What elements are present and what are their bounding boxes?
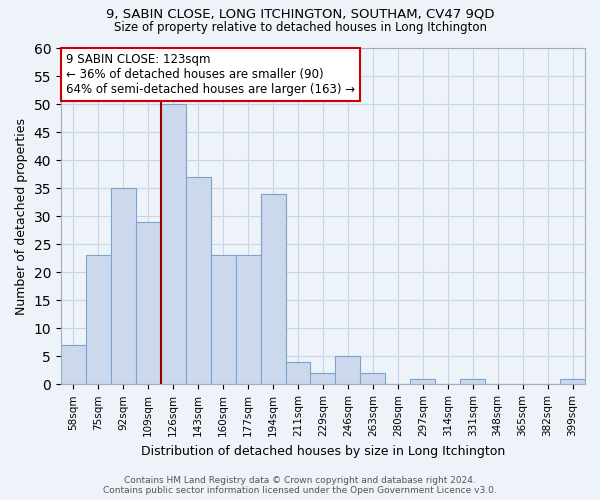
Bar (286, 362, 310, 384)
Bar (185, 177, 211, 384)
Text: 9 SABIN CLOSE: 123sqm
← 36% of detached houses are smaller (90)
64% of semi-deta: 9 SABIN CLOSE: 123sqm ← 36% of detached … (66, 53, 355, 96)
Bar (260, 194, 286, 384)
Bar (211, 256, 236, 384)
Bar (236, 256, 260, 384)
Bar (310, 373, 335, 384)
Bar (61, 345, 86, 385)
Bar (560, 378, 585, 384)
Text: Contains HM Land Registry data © Crown copyright and database right 2024.
Contai: Contains HM Land Registry data © Crown c… (103, 476, 497, 495)
Bar (460, 378, 485, 384)
Bar (361, 373, 385, 384)
Y-axis label: Number of detached properties: Number of detached properties (15, 118, 28, 314)
Bar (136, 222, 161, 384)
Bar (335, 356, 361, 384)
Bar (410, 378, 435, 384)
Bar (161, 104, 185, 384)
Bar (111, 188, 136, 384)
Bar (86, 256, 111, 384)
Text: Size of property relative to detached houses in Long Itchington: Size of property relative to detached ho… (113, 21, 487, 34)
Text: 9, SABIN CLOSE, LONG ITCHINGTON, SOUTHAM, CV47 9QD: 9, SABIN CLOSE, LONG ITCHINGTON, SOUTHAM… (106, 8, 494, 20)
X-axis label: Distribution of detached houses by size in Long Itchington: Distribution of detached houses by size … (141, 444, 505, 458)
